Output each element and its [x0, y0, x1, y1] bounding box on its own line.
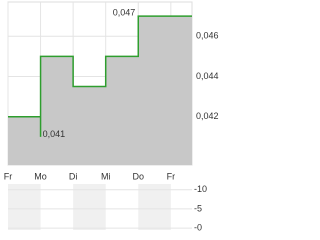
- column-band: [138, 184, 171, 230]
- x-tick-label: Mi: [101, 171, 111, 181]
- y-tick-label: -10: [194, 184, 207, 194]
- y-tick-label: 0,042: [196, 111, 219, 121]
- y-tick-label: 0,046: [196, 31, 219, 41]
- column-band: [8, 184, 41, 230]
- annotation: 0,041: [43, 129, 66, 139]
- y-tick-label: -5: [194, 203, 202, 213]
- x-tick-label: Mo: [34, 171, 47, 181]
- column-band: [73, 184, 106, 230]
- x-tick-label: Do: [133, 171, 145, 181]
- annotation: 0,047: [113, 7, 136, 17]
- area: [8, 16, 192, 165]
- y-tick-label: 0,044: [196, 71, 219, 81]
- x-tick-label: Di: [69, 171, 78, 181]
- x-tick-label: Fr: [4, 171, 13, 181]
- stock-widget: Fr Mo Di Mi Do Fr 0,042 0,044 0,046 0,047 0,041 -10…: [4, 1, 219, 232]
- price-line: [8, 15, 192, 137]
- y-tick-label: -0: [194, 222, 202, 232]
- x-tick-label: Fr: [167, 171, 176, 181]
